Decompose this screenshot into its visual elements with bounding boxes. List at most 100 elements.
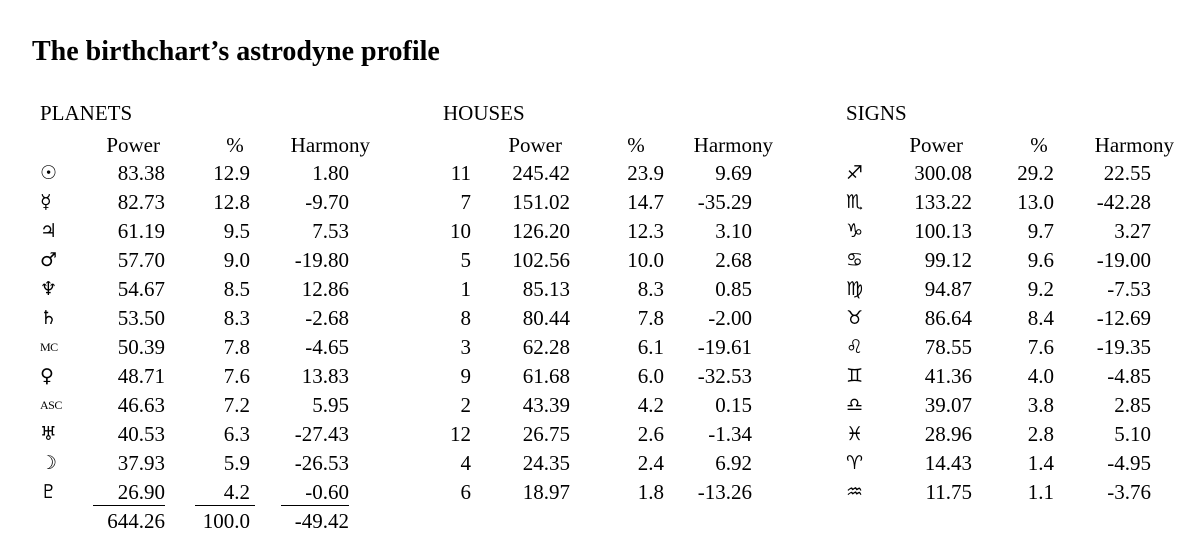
planets-row-power: 57.70	[117, 248, 165, 272]
planets-row-pct: 8.3	[223, 306, 250, 330]
houses-header-harmony: Harmony	[693, 133, 773, 157]
signs-row-pct: 8.4	[1027, 306, 1054, 330]
planets-row-power: 50.39	[117, 335, 165, 359]
signs-row-power: 14.43	[924, 451, 972, 475]
planets-row-power: 82.73	[117, 190, 165, 214]
libra-symbol-icon: ♎	[846, 394, 864, 416]
houses-row-harmony: -32.53	[697, 364, 752, 388]
planets-row-harmony: -0.60	[305, 480, 349, 504]
signs-row-power: 41.36	[924, 364, 972, 388]
signs-row-harmony: -19.00	[1096, 248, 1151, 272]
houses-row-pct: 8.3	[637, 277, 664, 301]
signs-row-harmony: -4.95	[1107, 451, 1151, 475]
signs-header-power: Power	[909, 133, 963, 157]
houses-row-label: 6	[460, 480, 472, 504]
houses-row-pct: 10.0	[627, 248, 664, 272]
signs-row-harmony: -42.28	[1096, 190, 1151, 214]
houses-section: HOUSES Power% Harmony 11 245.42 23.9 9.69 7 151…	[443, 101, 783, 541]
houses-row-harmony: -35.29	[697, 190, 752, 214]
signs-row-power: 39.07	[924, 393, 972, 417]
signs-row-harmony: 2.85	[1114, 393, 1151, 417]
planets-row-power: 54.67	[117, 277, 165, 301]
leo-symbol-icon: ♌	[846, 336, 864, 358]
houses-row-harmony: 0.85	[715, 277, 752, 301]
planets-section: PLANETS Power% Harmony ☉ 83.38 12.9 1.80 ☿ 82.7…	[40, 101, 380, 541]
signs-row-pct: 1.1	[1027, 480, 1054, 504]
houses-row-pct: 7.8	[637, 306, 664, 330]
cancer-symbol-icon: ♋	[846, 249, 864, 271]
signs-row-harmony: -3.76	[1107, 480, 1151, 504]
taurus-symbol-icon: ♉	[846, 307, 864, 329]
planets-section-title: PLANETS	[40, 101, 133, 125]
houses-row-harmony: 0.15	[715, 393, 752, 417]
planets-row-pct: 4.2	[223, 480, 250, 504]
planets-row-pct: 12.9	[213, 161, 250, 185]
planets-total-power: 644.26	[107, 509, 165, 533]
signs-row-pct: 3.8	[1027, 393, 1054, 417]
houses-row-label: 8	[460, 306, 472, 330]
planets-row-power: 53.50	[117, 306, 165, 330]
planets-row-harmony: -2.68	[305, 306, 349, 330]
houses-row-label: 7	[460, 190, 472, 214]
signs-row-harmony: -4.85	[1107, 364, 1151, 388]
houses-row-pct: 6.1	[637, 335, 664, 359]
houses-row-label: 11	[450, 161, 471, 185]
houses-row-pct: 4.2	[637, 393, 664, 417]
houses-row-power: 85.13	[522, 277, 570, 301]
uranus-symbol-icon: ♅	[40, 423, 58, 445]
signs-section: SIGNS Power% Harmony ♐ 300.08 29.2 22.55 ♏ 133.…	[846, 101, 1186, 541]
planets-row-power: 26.90	[117, 480, 165, 504]
signs-row-power: 133.22	[914, 190, 972, 214]
houses-row-power: 61.68	[522, 364, 570, 388]
virgo-symbol-icon: ♍	[846, 278, 864, 300]
planets-row-harmony: 13.83	[301, 364, 349, 388]
aquarius-symbol-icon: ♒	[846, 481, 864, 503]
signs-row-power: 78.55	[924, 335, 972, 359]
signs-row-power: 99.12	[924, 248, 972, 272]
planets-row-pct: 9.5	[223, 219, 250, 243]
houses-row-power: 62.28	[522, 335, 570, 359]
planets-total-harmony: -49.42	[294, 509, 349, 533]
signs-row-pct: 29.2	[1017, 161, 1054, 185]
signs-row-pct: 9.2	[1027, 277, 1054, 301]
houses-row-harmony: 6.92	[715, 451, 752, 475]
planets-total-rule	[281, 505, 349, 506]
signs-section-title: SIGNS	[846, 101, 907, 125]
houses-row-label: 12	[450, 422, 471, 446]
signs-row-power: 11.75	[925, 480, 972, 504]
houses-row-harmony: -19.61	[697, 335, 752, 359]
planets-row-pct: 7.8	[223, 335, 250, 359]
signs-row-power: 300.08	[914, 161, 972, 185]
houses-row-power: 245.42	[512, 161, 570, 185]
houses-row-harmony: -2.00	[708, 306, 752, 330]
planets-row-harmony: -26.53	[294, 451, 349, 475]
signs-row-harmony: 3.27	[1114, 219, 1151, 243]
planets-row-power: 37.93	[117, 451, 165, 475]
planets-row-harmony: 1.80	[312, 161, 349, 185]
houses-row-power: 102.56	[512, 248, 570, 272]
houses-row-power: 43.39	[522, 393, 570, 417]
houses-row-label: 3	[460, 335, 472, 359]
signs-row-pct: 2.8	[1027, 422, 1054, 446]
ascendant-abbrev-icon: ASC	[40, 398, 62, 412]
planets-total-rule	[195, 505, 255, 506]
scorpio-symbol-icon: ♏	[846, 191, 864, 213]
mars-symbol-icon: ♂	[40, 249, 58, 271]
houses-row-harmony: 9.69	[715, 161, 752, 185]
planets-row-harmony: 5.95	[312, 393, 349, 417]
venus-symbol-icon: ♀	[40, 365, 54, 387]
planets-row-power: 40.53	[117, 422, 165, 446]
houses-row-label: 4	[460, 451, 472, 475]
signs-header-harmony: Harmony	[1094, 133, 1174, 157]
houses-row-label: 9	[460, 364, 472, 388]
sagittarius-symbol-icon: ♐	[846, 162, 864, 184]
planets-row-power: 48.71	[117, 364, 165, 388]
houses-row-power: 151.02	[512, 190, 570, 214]
houses-row-pct: 14.7	[627, 190, 664, 214]
houses-row-pct: 2.4	[637, 451, 664, 475]
pisces-symbol-icon: ♓	[846, 423, 864, 445]
houses-row-label: 1	[460, 277, 472, 301]
signs-row-harmony: -19.35	[1096, 335, 1151, 359]
planets-header-harmony: Harmony	[290, 133, 370, 157]
signs-header-pct: %	[1030, 133, 1048, 157]
